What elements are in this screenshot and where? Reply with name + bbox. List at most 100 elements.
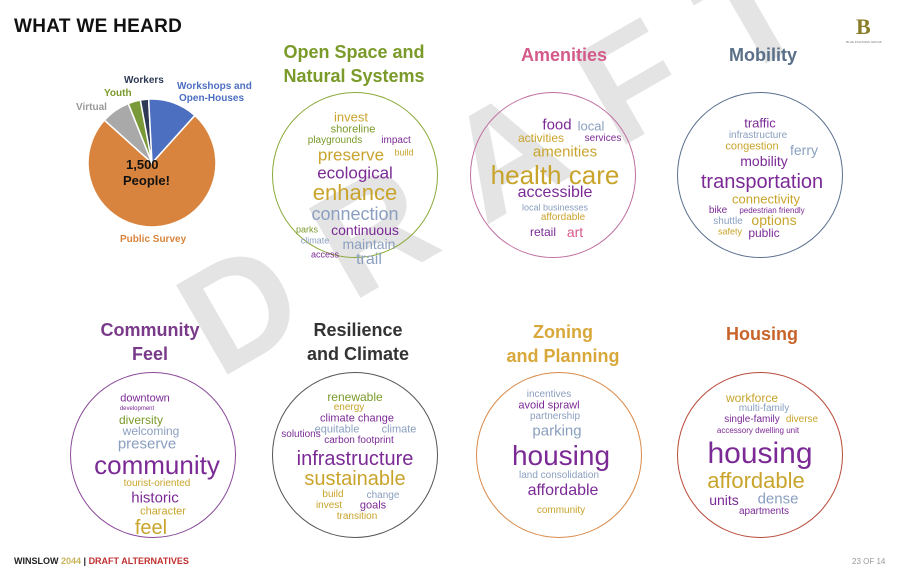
cloud-word: historic [131, 489, 179, 507]
cloud-word: connection [311, 204, 399, 224]
pie-label-youth: Youth [104, 88, 132, 99]
cloud-word: ecological [317, 163, 393, 183]
cloud-word: units [709, 492, 739, 508]
cloud-word: goals [359, 499, 387, 512]
cloud-word: land consolidation [518, 470, 600, 481]
cloud-word: continuous [331, 222, 399, 238]
cloud-word: local businesses [521, 202, 589, 213]
cloud-word: access [310, 249, 340, 260]
cloud-word: downtown [120, 392, 170, 405]
pie-label-workers: Workers [124, 75, 164, 86]
cloud-word: feel [134, 517, 168, 539]
cloud-word: carbon footprint [324, 435, 394, 446]
word-cloud-amenities: food local activities services amenities heal… [470, 92, 636, 258]
cloud-word: invest [334, 109, 368, 125]
cloud-word: safety [717, 226, 743, 237]
pie-slice-workshops-and-open-houses [147, 98, 196, 165]
cloud-word: preserve [117, 435, 177, 453]
cloud-word: affordable [707, 468, 805, 493]
cloud-word: maintain [342, 236, 396, 252]
cloud-word: partnership [529, 411, 581, 422]
cloud-word: apartments [738, 506, 790, 517]
cloud-word: art [566, 224, 584, 240]
logo-tagline: BLUE PLANNING GROUP [846, 40, 882, 44]
cloud-word: incentives [526, 389, 572, 400]
cloud-word: invest [315, 500, 343, 511]
cloud-word: retail [529, 225, 557, 239]
cloud-word: accessible [517, 184, 593, 201]
pie-center-count: 1,500 [126, 157, 159, 172]
cloud-word: development [119, 406, 155, 412]
cloud-word: connectivity [732, 191, 800, 207]
participation-pie-chart [87, 98, 217, 228]
word-cloud-resilience: renewable energy climate change equitable cl… [272, 372, 438, 538]
cloud-word: climate [300, 235, 330, 246]
cloud-word: climate [381, 423, 417, 436]
cloud-word: options [751, 212, 797, 228]
cloud-word: multi-family [738, 403, 790, 414]
cloud-word: energy [333, 402, 365, 413]
cloud-word: parking [532, 422, 582, 440]
cloud-word: diversity [118, 413, 164, 427]
cloud-word: trail [356, 251, 382, 268]
cloud-word: sustainable [304, 468, 406, 490]
cloud-word: community [94, 450, 220, 480]
word-cloud-zoning: incentives avoid sprawl partnership parking… [476, 372, 642, 538]
word-cloud-housing: workforce multi-family single-family divers… [677, 372, 843, 538]
cloud-word: infrastructure [728, 130, 788, 141]
cloud-word: avoid sprawl [518, 399, 580, 412]
cloud-word: infrastructure [296, 448, 414, 470]
cloud-word: diverse [785, 414, 819, 425]
cloud-word: workforce [725, 391, 779, 405]
category-title-open-space: Open Space and Natural Systems [283, 42, 425, 86]
logo: B BLUE PLANNING GROUP [840, 16, 888, 46]
cloud-word: parks [295, 224, 319, 235]
cloud-word: accessory dwelling unit [716, 426, 800, 435]
pie-center-word: People! [123, 173, 170, 188]
cloud-word: ferry [790, 142, 818, 158]
cloud-word: public [748, 226, 780, 240]
pie-label-survey: Public Survey [120, 234, 187, 245]
cloud-word: enhance [312, 180, 398, 205]
cloud-word: renewable [327, 390, 383, 404]
cloud-word: congestion [725, 140, 779, 153]
cloud-word: climate change [320, 412, 394, 425]
cloud-word: solutions [281, 429, 321, 440]
pie-label-workshops-2: Open-Houses [179, 93, 245, 104]
cloud-word: build [322, 489, 344, 500]
logo-mark: B [856, 14, 871, 39]
cloud-word: single-family [724, 414, 780, 425]
cloud-word: affordable [540, 212, 586, 223]
cloud-word: change [366, 490, 400, 501]
pie-label-virtual: Virtual [76, 102, 107, 113]
cloud-word: shoreline [330, 123, 376, 136]
category-title-community: Community Feel [100, 320, 200, 364]
cloud-word: equitable [314, 423, 360, 436]
cloud-word: pedestrian friendly [739, 206, 805, 215]
cloud-word: housing [707, 437, 813, 470]
cloud-word: shuttle [713, 216, 743, 227]
category-title-zoning: Zoning and Planning [506, 322, 620, 366]
cloud-word: housing [511, 440, 611, 471]
cloud-word: traffic [744, 115, 776, 131]
cloud-word: community [536, 505, 586, 516]
cloud-word: welcoming [122, 424, 180, 438]
cloud-word: mobility [740, 153, 788, 169]
cloud-word: tourist-oriented [123, 478, 191, 489]
word-cloud-open-space: invest shoreline playgrounds impact preserve… [272, 92, 438, 268]
pie-label-workshops-1: Workshops and [177, 81, 252, 92]
pie-slice-public-survey [87, 114, 217, 228]
cloud-word: playgrounds [307, 135, 363, 146]
category-title-amenities: Amenities [520, 45, 608, 65]
cloud-word: activities [517, 131, 565, 145]
cloud-word: transportation [700, 171, 824, 193]
footer-project: WINSLOW 2044 | DRAFT ALTERNATIVES [14, 556, 189, 566]
cloud-word: health care [490, 160, 620, 190]
cloud-word: character [140, 505, 186, 518]
cloud-word: dense [757, 490, 799, 508]
cloud-word: bike [708, 205, 728, 216]
category-title-resilience: Resilience and Climate [306, 320, 410, 364]
cloud-word: build [394, 147, 414, 158]
cloud-word: services [584, 133, 622, 144]
cloud-word: food [542, 116, 572, 134]
